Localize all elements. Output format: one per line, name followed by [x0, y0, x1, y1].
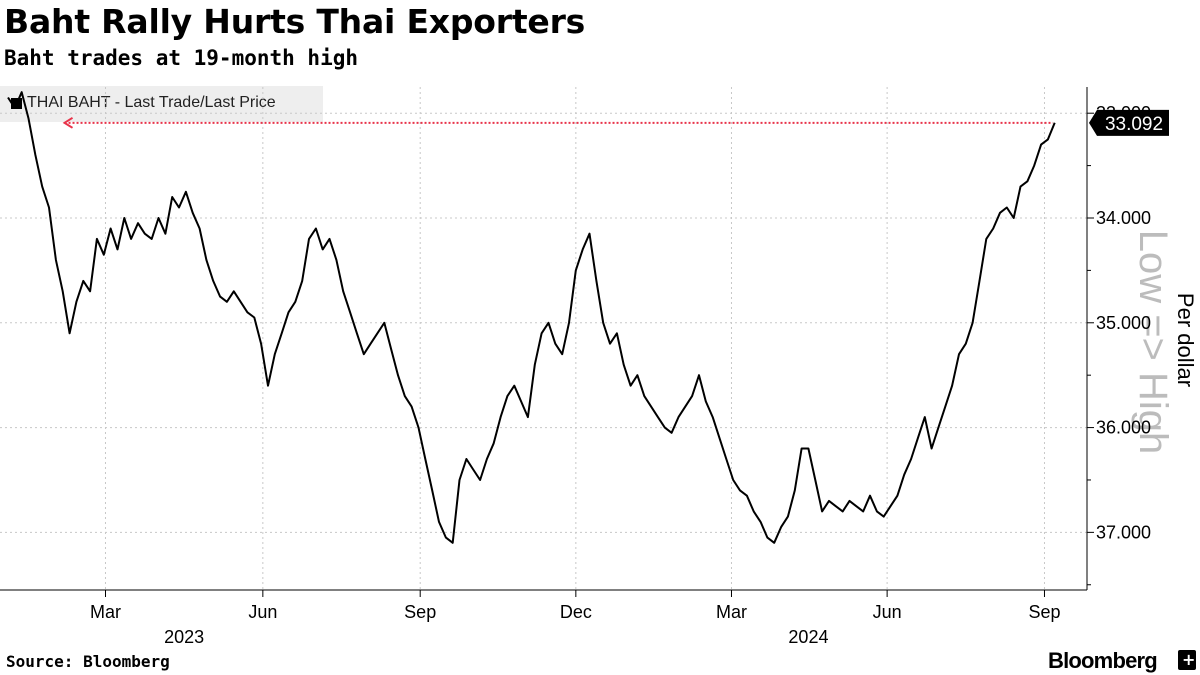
source-note: Source: Bloomberg [6, 652, 170, 671]
last-value-label: 33.092 [1105, 114, 1163, 135]
bloomberg-plus-icon: + [1178, 650, 1196, 670]
x-tick-label: Sep [404, 602, 436, 622]
reference-arrow-head [62, 116, 74, 129]
watermark-text: Low => High [1131, 230, 1175, 455]
last-value-badge-shape [1089, 109, 1169, 136]
x-tick-label: Mar [716, 602, 747, 622]
legend: THAI BAHT - Last Trade/Last Price [0, 86, 323, 122]
y-tick-label: 37.000 [1096, 522, 1151, 542]
y-tick-label: 36.000 [1096, 418, 1151, 438]
x-year-label: 2023 [164, 627, 204, 647]
x-tick-label: Mar [90, 602, 121, 622]
watermark-layer: Low => High [1131, 230, 1175, 455]
legend-label: THAI BAHT - Last Trade/Last Price [27, 94, 276, 111]
chart-title: Baht Rally Hurts Thai Exporters [4, 2, 586, 41]
x-tick-label: Jun [873, 602, 902, 622]
x-tick-label: Sep [1028, 602, 1060, 622]
y-tick-label: 34.000 [1096, 208, 1151, 228]
x-year-label: 2024 [788, 627, 828, 647]
x-tick-label: Dec [560, 602, 592, 622]
brand-logo-text: Bloomberg [1048, 648, 1158, 673]
chart-subtitle: Baht trades at 19-month high [4, 46, 359, 70]
x-tick-label: Jun [248, 602, 277, 622]
x-ticks: Mar Jun Sep Dec Mar Jun Sep 2023 2024 [90, 590, 1060, 647]
y-tick-label: 35.000 [1096, 313, 1151, 333]
y-axis-label: Per dollar [1173, 293, 1198, 387]
axes [0, 87, 1088, 591]
bloomberg-plus-glyph: + [1182, 650, 1196, 669]
last-value-badge: 33.092 [1089, 109, 1169, 136]
grid [0, 87, 1087, 590]
series-line-thai-baht [7, 91, 1056, 544]
